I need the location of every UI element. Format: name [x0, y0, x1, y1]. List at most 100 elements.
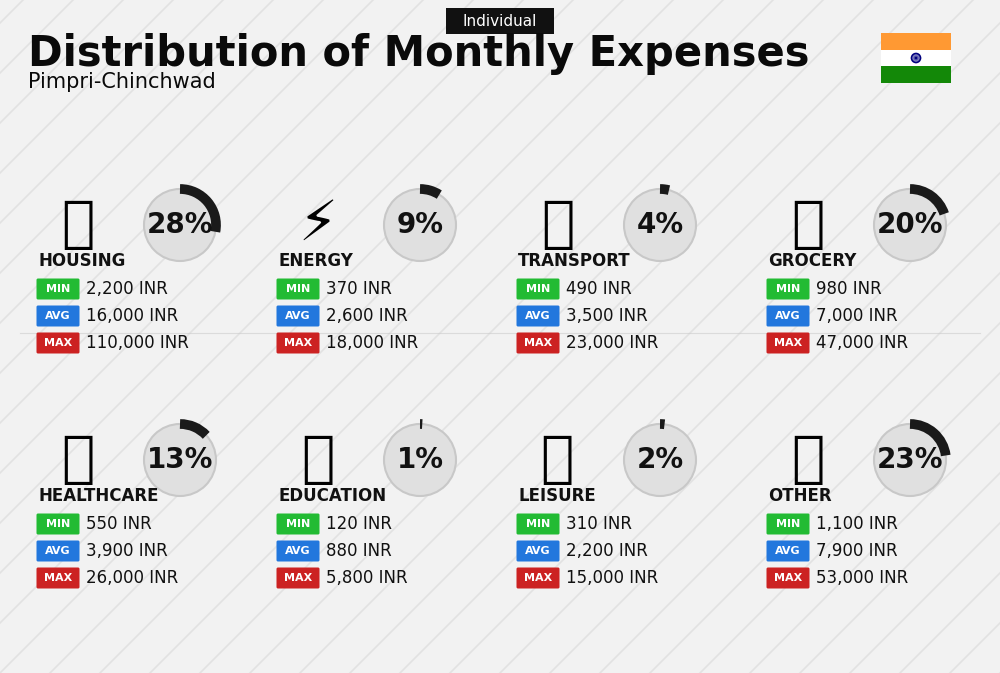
Text: 3,900 INR: 3,900 INR	[86, 542, 168, 560]
FancyBboxPatch shape	[516, 332, 560, 353]
Text: MIN: MIN	[286, 519, 310, 529]
Text: AVG: AVG	[45, 311, 71, 321]
Text: AVG: AVG	[775, 546, 801, 556]
Text: 🛒: 🛒	[791, 198, 825, 252]
Text: 47,000 INR: 47,000 INR	[816, 334, 908, 352]
FancyBboxPatch shape	[276, 567, 320, 588]
Circle shape	[144, 424, 216, 496]
Text: MIN: MIN	[46, 519, 70, 529]
FancyBboxPatch shape	[881, 33, 951, 50]
Text: 370 INR: 370 INR	[326, 280, 392, 298]
Text: AVG: AVG	[525, 546, 551, 556]
Text: 23,000 INR: 23,000 INR	[566, 334, 658, 352]
FancyBboxPatch shape	[276, 332, 320, 353]
Text: 2,200 INR: 2,200 INR	[566, 542, 648, 560]
Text: MAX: MAX	[774, 338, 802, 348]
Text: 18,000 INR: 18,000 INR	[326, 334, 418, 352]
Text: MAX: MAX	[524, 573, 552, 583]
FancyBboxPatch shape	[516, 306, 560, 326]
Text: 20%: 20%	[877, 211, 943, 239]
Circle shape	[624, 424, 696, 496]
Text: AVG: AVG	[775, 311, 801, 321]
FancyBboxPatch shape	[767, 513, 810, 534]
Text: 1%: 1%	[396, 446, 444, 474]
Text: OTHER: OTHER	[768, 487, 832, 505]
Text: 110,000 INR: 110,000 INR	[86, 334, 189, 352]
Text: 🛍️: 🛍️	[541, 433, 575, 487]
Text: 🚌: 🚌	[541, 198, 575, 252]
FancyBboxPatch shape	[36, 332, 80, 353]
Text: Individual: Individual	[463, 13, 537, 28]
FancyBboxPatch shape	[446, 8, 554, 34]
Text: ENERGY: ENERGY	[278, 252, 353, 270]
Text: EDUCATION: EDUCATION	[278, 487, 386, 505]
Text: 🏢: 🏢	[61, 198, 95, 252]
FancyBboxPatch shape	[36, 540, 80, 561]
FancyBboxPatch shape	[767, 540, 810, 561]
Circle shape	[384, 189, 456, 261]
Text: HOUSING: HOUSING	[38, 252, 125, 270]
Text: 310 INR: 310 INR	[566, 515, 632, 533]
Text: 7,000 INR: 7,000 INR	[816, 307, 898, 325]
Circle shape	[874, 424, 946, 496]
Text: MAX: MAX	[774, 573, 802, 583]
FancyBboxPatch shape	[767, 306, 810, 326]
Text: 7,900 INR: 7,900 INR	[816, 542, 898, 560]
Text: 2,600 INR: 2,600 INR	[326, 307, 408, 325]
Text: GROCERY: GROCERY	[768, 252, 856, 270]
FancyBboxPatch shape	[767, 567, 810, 588]
Text: 120 INR: 120 INR	[326, 515, 392, 533]
Text: AVG: AVG	[285, 546, 311, 556]
Text: 2,200 INR: 2,200 INR	[86, 280, 168, 298]
Text: 28%: 28%	[147, 211, 213, 239]
Text: 9%: 9%	[396, 211, 444, 239]
Text: 🎓: 🎓	[301, 433, 335, 487]
FancyBboxPatch shape	[516, 567, 560, 588]
Text: 16,000 INR: 16,000 INR	[86, 307, 178, 325]
Circle shape	[624, 189, 696, 261]
FancyBboxPatch shape	[36, 279, 80, 299]
Text: LEISURE: LEISURE	[518, 487, 596, 505]
Text: 13%: 13%	[147, 446, 213, 474]
Text: 880 INR: 880 INR	[326, 542, 392, 560]
Text: MIN: MIN	[526, 519, 550, 529]
Text: 1,100 INR: 1,100 INR	[816, 515, 898, 533]
Text: Pimpri-Chinchwad: Pimpri-Chinchwad	[28, 72, 216, 92]
Text: MIN: MIN	[286, 284, 310, 294]
Circle shape	[384, 424, 456, 496]
Text: TRANSPORT: TRANSPORT	[518, 252, 631, 270]
FancyBboxPatch shape	[276, 279, 320, 299]
Text: MIN: MIN	[776, 519, 800, 529]
Text: 👛: 👛	[791, 433, 825, 487]
Text: MAX: MAX	[44, 338, 72, 348]
Text: ⚡: ⚡	[298, 198, 338, 252]
Text: 26,000 INR: 26,000 INR	[86, 569, 178, 587]
Text: 15,000 INR: 15,000 INR	[566, 569, 658, 587]
Text: HEALTHCARE: HEALTHCARE	[38, 487, 158, 505]
FancyBboxPatch shape	[276, 513, 320, 534]
FancyBboxPatch shape	[516, 540, 560, 561]
Text: 53,000 INR: 53,000 INR	[816, 569, 908, 587]
Text: MIN: MIN	[526, 284, 550, 294]
Text: MIN: MIN	[776, 284, 800, 294]
Text: 🩺: 🩺	[61, 433, 95, 487]
Text: 490 INR: 490 INR	[566, 280, 632, 298]
FancyBboxPatch shape	[881, 50, 951, 67]
Text: 3,500 INR: 3,500 INR	[566, 307, 648, 325]
FancyBboxPatch shape	[767, 332, 810, 353]
FancyBboxPatch shape	[767, 279, 810, 299]
Text: MAX: MAX	[524, 338, 552, 348]
Text: 550 INR: 550 INR	[86, 515, 152, 533]
Text: 2%: 2%	[636, 446, 684, 474]
Text: AVG: AVG	[285, 311, 311, 321]
FancyBboxPatch shape	[516, 279, 560, 299]
Text: 4%: 4%	[636, 211, 684, 239]
Circle shape	[874, 189, 946, 261]
Text: MAX: MAX	[284, 338, 312, 348]
FancyBboxPatch shape	[516, 513, 560, 534]
Text: MAX: MAX	[284, 573, 312, 583]
FancyBboxPatch shape	[276, 540, 320, 561]
Circle shape	[144, 189, 216, 261]
Text: Distribution of Monthly Expenses: Distribution of Monthly Expenses	[28, 33, 810, 75]
FancyBboxPatch shape	[36, 567, 80, 588]
